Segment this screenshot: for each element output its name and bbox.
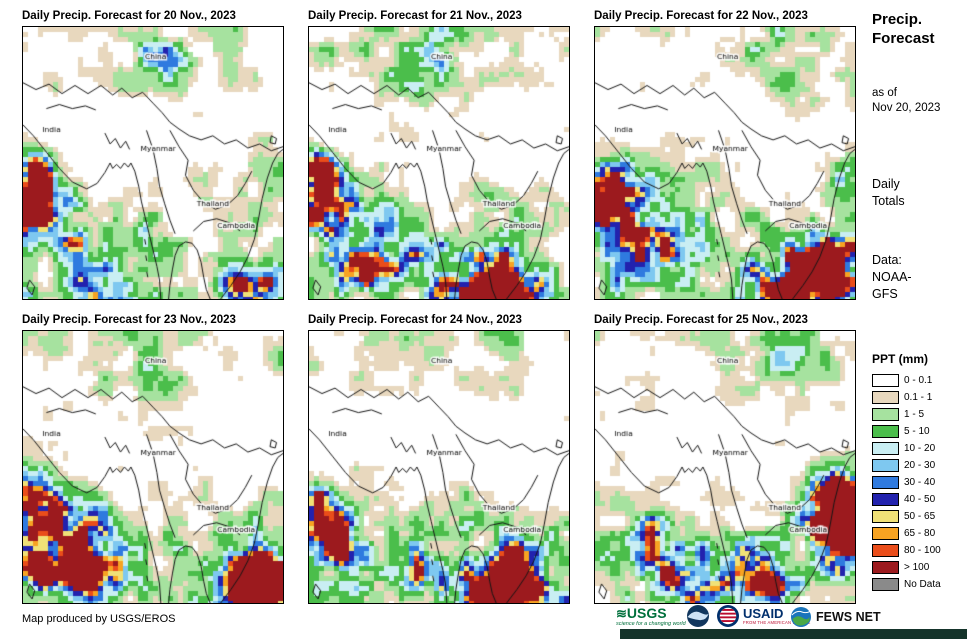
- legend-swatch: [872, 374, 899, 387]
- map-title: Daily Precip. Forecast for 21 Nov., 2023: [308, 10, 522, 22]
- precip-map-nov21: [308, 26, 570, 300]
- footer-bar: [620, 629, 967, 639]
- legend-label: 0.1 - 1: [904, 392, 933, 403]
- map-title: Daily Precip. Forecast for 20 Nov., 2023: [22, 10, 236, 22]
- legend-swatch: [872, 459, 899, 472]
- precip-map-canvas: [309, 331, 569, 603]
- legend-item: 50 - 65: [872, 508, 966, 525]
- legend-label: 5 - 10: [904, 426, 930, 437]
- legend-label: 1 - 5: [904, 409, 925, 420]
- usgs-tagline: science for a changing world: [616, 621, 686, 627]
- as-of-block: as of Nov 20, 2023: [872, 86, 964, 116]
- legend-item: > 100: [872, 559, 966, 576]
- legend-swatch: [872, 442, 899, 455]
- legend-swatch: [872, 561, 899, 574]
- legend-item: 40 - 50: [872, 491, 966, 508]
- precip-map-nov20: [22, 26, 284, 300]
- precip-map-nov24: [308, 330, 570, 604]
- precip-map-canvas: [595, 27, 855, 299]
- legend-item: 10 - 20: [872, 440, 966, 457]
- legend-label: No Data: [904, 579, 941, 590]
- product-title-line2: Forecast: [872, 30, 935, 47]
- legend: PPT (mm) 0 - 0.1 0.1 - 1 1 - 5 5 - 10 10…: [872, 352, 966, 593]
- product-title-line1: Precip.: [872, 11, 923, 28]
- totals-line1: Daily: [872, 177, 900, 191]
- usaid-logo-text: USAID: [743, 606, 784, 621]
- legend-title: PPT (mm): [872, 352, 929, 366]
- legend-swatch: [872, 527, 899, 540]
- data-source-label: Data:: [872, 253, 902, 267]
- legend-label: 40 - 50: [904, 494, 936, 505]
- precip-map-canvas: [23, 331, 283, 603]
- legend-swatch: [872, 476, 899, 489]
- legend-swatch: [872, 493, 899, 506]
- usaid-wordmark: USAID FROM THE AMERICAN PEOPLE: [743, 607, 811, 625]
- map-title: Daily Precip. Forecast for 24 Nov., 2023: [308, 314, 522, 326]
- precip-map-nov23: [22, 330, 284, 604]
- legend-item: 0.1 - 1: [872, 389, 966, 406]
- usaid-emblem-icon: [717, 605, 739, 627]
- legend-label: 50 - 65: [904, 511, 936, 522]
- legend-label: > 100: [904, 562, 930, 573]
- usaid-tagline: FROM THE AMERICAN PEOPLE: [743, 620, 811, 625]
- map-title: Daily Precip. Forecast for 22 Nov., 2023: [594, 10, 808, 22]
- data-source-block: Data: NOAA- GFS: [872, 252, 912, 303]
- legend-swatch: [872, 510, 899, 523]
- usgs-logo-text: USGS: [626, 605, 667, 621]
- usgs-logo: ≋USGS science for a changing world: [616, 606, 694, 627]
- legend-label: 20 - 30: [904, 460, 936, 471]
- legend-swatch: [872, 408, 899, 421]
- legend-item: 30 - 40: [872, 474, 966, 491]
- precip-map-nov25: [594, 330, 856, 604]
- fewsnet-logo: FEWS NET: [790, 606, 881, 628]
- legend-swatch: [872, 544, 899, 557]
- noaa-emblem-icon: [687, 605, 709, 627]
- precip-map-canvas: [23, 27, 283, 299]
- map-panel-nov22: Daily Precip. Forecast for 22 Nov., 2023: [594, 8, 856, 300]
- fewsnet-globe-icon: [791, 607, 811, 627]
- map-credit: Map produced by USGS/EROS: [22, 613, 176, 625]
- map-panel-nov24: Daily Precip. Forecast for 24 Nov., 2023: [308, 312, 570, 604]
- legend-swatch: [872, 391, 899, 404]
- map-panel-nov25: Daily Precip. Forecast for 25 Nov., 2023: [594, 312, 856, 604]
- legend-item: 1 - 5: [872, 406, 966, 423]
- legend-item: 20 - 30: [872, 457, 966, 474]
- noaa-logo: [686, 604, 710, 633]
- map-panel-nov20: Daily Precip. Forecast for 20 Nov., 2023: [22, 8, 284, 300]
- legend-label: 30 - 40: [904, 477, 936, 488]
- usaid-logo: USAID FROM THE AMERICAN PEOPLE: [716, 604, 811, 628]
- data-source-line1: NOAA-: [872, 270, 912, 284]
- legend-item: 5 - 10: [872, 423, 966, 440]
- map-panel-nov23: Daily Precip. Forecast for 23 Nov., 2023: [22, 312, 284, 604]
- legend-label: 10 - 20: [904, 443, 936, 454]
- legend-item: 80 - 100: [872, 542, 966, 559]
- map-panel-nov21: Daily Precip. Forecast for 21 Nov., 2023: [308, 8, 570, 300]
- precip-map-canvas: [595, 331, 855, 603]
- legend-item: 0 - 0.1: [872, 372, 966, 389]
- legend-label: 80 - 100: [904, 545, 941, 556]
- precip-map-canvas: [309, 27, 569, 299]
- legend-swatch: [872, 578, 899, 591]
- totals-line2: Totals: [872, 194, 905, 208]
- map-title: Daily Precip. Forecast for 23 Nov., 2023: [22, 314, 236, 326]
- totals-block: Daily Totals: [872, 176, 905, 210]
- precip-map-nov22: [594, 26, 856, 300]
- as-of-date: Nov 20, 2023: [872, 102, 941, 114]
- legend-item: 65 - 80: [872, 525, 966, 542]
- map-title: Daily Precip. Forecast for 25 Nov., 2023: [594, 314, 808, 326]
- fewsnet-logo-text: FEWS NET: [816, 610, 881, 624]
- sidebar-title-block: Precip. Forecast: [872, 10, 964, 48]
- usgs-wave-icon: ≋: [616, 606, 627, 621]
- as-of-label: as of: [872, 87, 897, 99]
- legend-label: 65 - 80: [904, 528, 936, 539]
- legend-label: 0 - 0.1: [904, 375, 933, 386]
- legend-swatch: [872, 425, 899, 438]
- data-source-line2: GFS: [872, 287, 898, 301]
- legend-item: No Data: [872, 576, 966, 593]
